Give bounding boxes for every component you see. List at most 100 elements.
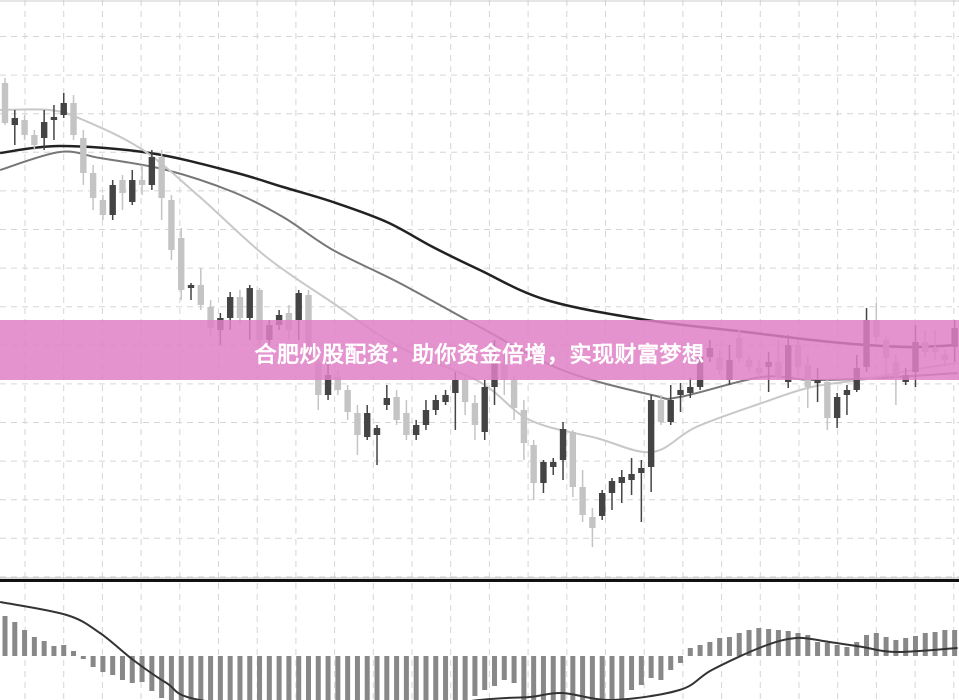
- histogram-bar: [296, 656, 302, 700]
- histogram-bar: [619, 656, 625, 700]
- histogram-bar: [12, 622, 18, 656]
- candle-down: [334, 377, 342, 390]
- histogram-bar: [80, 656, 86, 659]
- histogram-bar: [452, 656, 458, 700]
- candle-down: [461, 380, 469, 402]
- histogram-bar: [472, 656, 478, 696]
- histogram-bar: [217, 656, 223, 700]
- histogram-bar: [403, 656, 409, 700]
- histogram-bar: [501, 656, 507, 680]
- candle-up: [647, 400, 655, 467]
- candle-up: [598, 493, 606, 516]
- candle-down: [824, 382, 831, 418]
- candle-down: [158, 157, 165, 198]
- histogram-bar: [90, 656, 96, 667]
- candle-up: [814, 380, 821, 383]
- candle-down: [589, 517, 596, 528]
- histogram-bar: [119, 656, 125, 680]
- histogram-bar: [873, 633, 879, 656]
- candle-up: [148, 157, 156, 185]
- histogram-bar: [100, 656, 106, 672]
- histogram-bar: [717, 638, 723, 656]
- candle-down: [21, 120, 28, 135]
- histogram-bar: [658, 656, 664, 680]
- histogram-bar: [766, 629, 772, 656]
- candle-up: [550, 462, 557, 467]
- histogram-bar: [648, 656, 654, 678]
- banner-text: 合肥炒股配资：助你资金倍增，实现财富梦想: [254, 343, 705, 368]
- histogram-bar: [345, 656, 351, 700]
- candle-up: [608, 481, 616, 493]
- histogram-bar: [41, 641, 47, 656]
- candle-down: [403, 413, 410, 435]
- histogram-bar: [736, 633, 742, 656]
- candle-up: [60, 103, 67, 115]
- histogram-bar: [2, 616, 8, 656]
- histogram-bar: [922, 633, 928, 656]
- moving-average-line: [0, 108, 958, 454]
- candle-down: [168, 200, 175, 250]
- histogram-bar: [540, 656, 546, 700]
- candle-up: [11, 118, 18, 125]
- candle-down: [520, 410, 528, 443]
- candle-down: [579, 487, 586, 515]
- candle-up: [187, 285, 195, 288]
- histogram-bar: [159, 656, 165, 698]
- candle-down: [510, 380, 518, 408]
- histogram-bar: [110, 656, 116, 675]
- candle-down: [31, 135, 38, 145]
- histogram-bar: [286, 656, 292, 700]
- candle-up: [432, 400, 439, 410]
- histogram-bar: [374, 656, 380, 700]
- histogram-bar: [952, 630, 958, 656]
- candle-down: [119, 180, 126, 193]
- histogram-bar: [335, 656, 341, 700]
- candle-up: [667, 400, 674, 422]
- histogram-bar: [511, 656, 517, 683]
- histogram-bar: [31, 637, 37, 656]
- histogram-bar: [51, 646, 57, 656]
- histogram-bar: [305, 656, 311, 700]
- candle-down: [138, 180, 146, 185]
- histogram-bar: [531, 656, 537, 700]
- histogram-bar: [61, 645, 67, 656]
- histogram-bar: [834, 645, 840, 656]
- candle-up: [618, 477, 625, 483]
- histogram-bar: [413, 656, 419, 700]
- histogram-bar: [521, 656, 527, 700]
- candle-up: [373, 428, 381, 435]
- histogram-bar: [638, 656, 644, 685]
- candle-down: [99, 200, 107, 215]
- histogram-bar: [756, 628, 762, 656]
- moving-average-line: [0, 144, 958, 349]
- candle-down: [471, 403, 479, 425]
- histogram-bar: [71, 651, 77, 656]
- candle-up: [843, 390, 851, 395]
- candle-down: [70, 103, 77, 135]
- histogram-bar: [942, 630, 948, 656]
- candle-up: [638, 468, 645, 473]
- histogram-bar: [589, 656, 595, 700]
- histogram-bar: [854, 642, 860, 656]
- histogram-bar: [609, 656, 615, 700]
- promo-banner[interactable]: 合肥炒股配资：助你资金倍增，实现财富梦想: [0, 320, 959, 380]
- histogram-bar: [139, 656, 145, 682]
- histogram-bar: [815, 642, 821, 656]
- histogram-bar: [364, 656, 370, 700]
- histogram-bar: [932, 632, 938, 656]
- candle-down: [569, 432, 577, 487]
- histogram-bar: [893, 640, 899, 656]
- histogram-bar: [668, 656, 674, 670]
- candle-up: [295, 293, 302, 320]
- histogram-bar: [247, 656, 253, 700]
- histogram-bar: [315, 656, 321, 700]
- histogram-bar: [237, 656, 243, 700]
- histogram-bar: [697, 645, 703, 656]
- histogram-bar: [805, 635, 811, 656]
- candle-down: [657, 400, 665, 422]
- candle-up: [383, 398, 391, 405]
- histogram-bar: [276, 656, 282, 700]
- histogram-bar: [707, 642, 713, 656]
- candle-up: [246, 288, 253, 318]
